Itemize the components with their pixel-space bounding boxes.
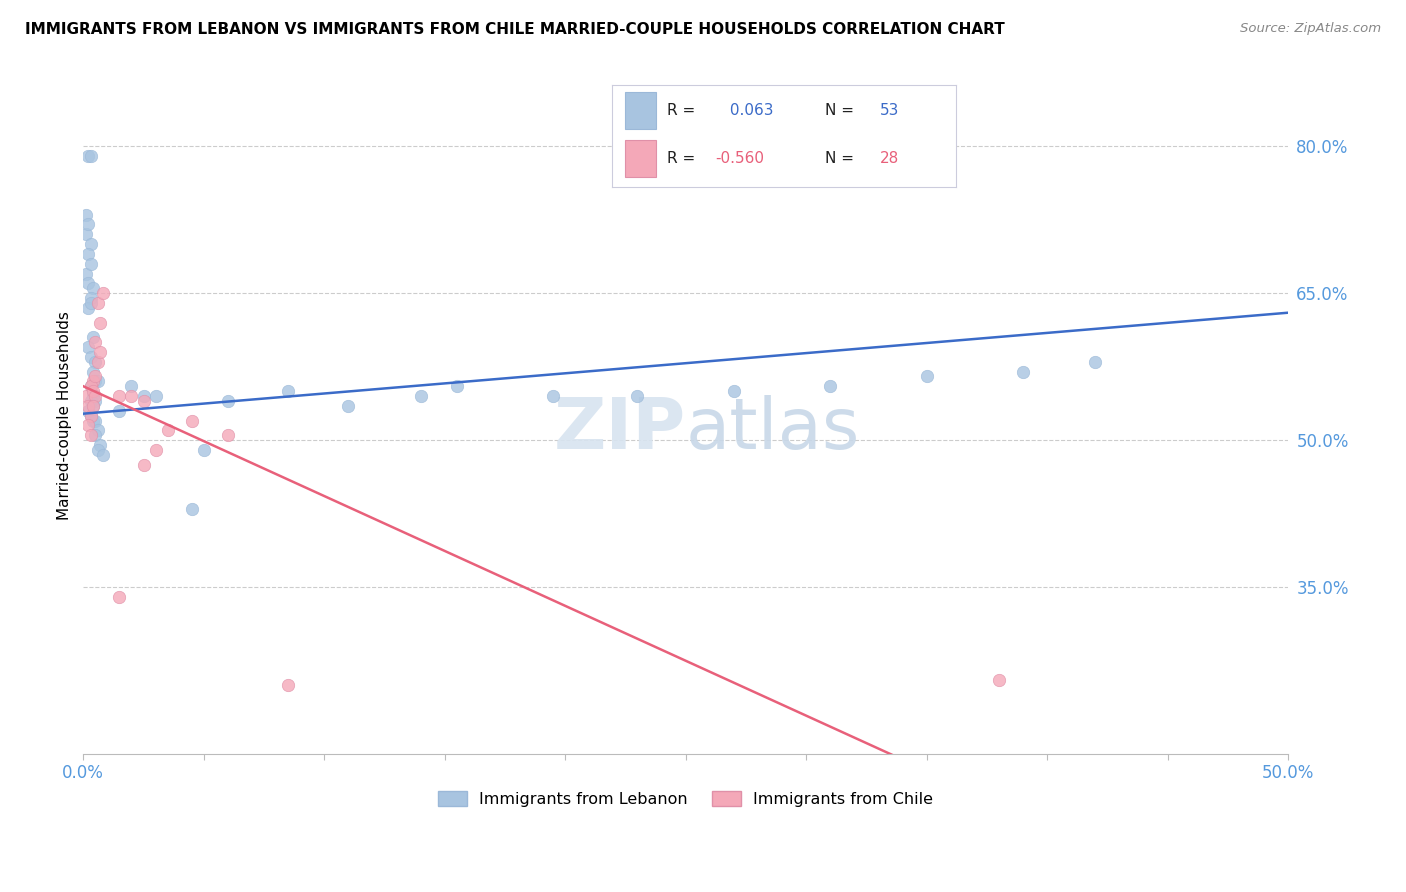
Point	[1084, 355, 1107, 369]
Point	[75, 267, 97, 281]
Point	[77, 301, 100, 315]
Point	[84, 355, 107, 369]
Point	[79, 149, 101, 163]
Point	[89, 316, 111, 330]
Text: R =: R =	[666, 103, 700, 118]
Point	[987, 673, 1010, 688]
Point	[108, 590, 131, 604]
Text: 28: 28	[880, 151, 900, 166]
Point	[79, 257, 101, 271]
Point	[77, 247, 100, 261]
Point	[79, 428, 101, 442]
Point	[217, 393, 239, 408]
Point	[77, 418, 100, 433]
Point	[108, 389, 131, 403]
Y-axis label: Married-couple Households: Married-couple Households	[58, 311, 72, 520]
Text: R =: R =	[666, 151, 700, 166]
Point	[84, 369, 107, 384]
Point	[87, 355, 110, 369]
Point	[337, 399, 360, 413]
Point	[82, 384, 104, 399]
Text: N =: N =	[825, 103, 859, 118]
Point	[77, 149, 100, 163]
Point	[89, 438, 111, 452]
Bar	[626, 92, 657, 128]
Point	[82, 281, 104, 295]
Point	[145, 442, 167, 457]
Text: ZIP: ZIP	[554, 394, 686, 464]
Point	[82, 330, 104, 344]
Point	[82, 399, 104, 413]
Point	[79, 296, 101, 310]
Point	[132, 393, 155, 408]
Point	[79, 409, 101, 423]
Point	[77, 277, 100, 291]
Point	[89, 345, 111, 359]
Point	[75, 208, 97, 222]
Point	[84, 389, 107, 403]
Legend: Immigrants from Lebanon, Immigrants from Chile: Immigrants from Lebanon, Immigrants from…	[432, 785, 939, 814]
Point	[915, 369, 938, 384]
Point	[541, 389, 564, 403]
Point	[723, 384, 745, 399]
Point	[82, 413, 104, 427]
Text: 53: 53	[880, 103, 900, 118]
Point	[87, 296, 110, 310]
Point	[84, 335, 107, 350]
Bar	[626, 140, 657, 177]
Point	[82, 375, 104, 389]
Point	[79, 393, 101, 408]
Point	[277, 678, 299, 692]
Text: N =: N =	[825, 151, 859, 166]
Point	[180, 501, 202, 516]
Point	[84, 428, 107, 442]
Point	[121, 389, 143, 403]
Point	[84, 393, 107, 408]
Point	[77, 340, 100, 354]
Point	[145, 389, 167, 403]
Point	[87, 423, 110, 437]
Point	[77, 403, 100, 417]
Point	[132, 458, 155, 472]
Text: Source: ZipAtlas.com: Source: ZipAtlas.com	[1240, 22, 1381, 36]
Point	[626, 389, 648, 403]
Text: -0.560: -0.560	[716, 151, 763, 166]
Point	[84, 375, 107, 389]
Point	[91, 286, 114, 301]
Text: 0.063: 0.063	[725, 103, 773, 118]
Point	[132, 389, 155, 403]
Point	[217, 428, 239, 442]
Point	[77, 399, 100, 413]
Point	[156, 423, 179, 437]
Point	[1012, 365, 1035, 379]
Point	[409, 389, 432, 403]
Text: atlas: atlas	[686, 394, 860, 464]
Point	[91, 448, 114, 462]
Point	[79, 379, 101, 393]
Point	[87, 442, 110, 457]
Point	[79, 379, 101, 393]
Point	[75, 389, 97, 403]
Point	[79, 237, 101, 252]
Point	[193, 442, 215, 457]
Point	[277, 384, 299, 399]
Point	[180, 413, 202, 427]
Point	[82, 399, 104, 413]
Point	[79, 409, 101, 423]
Point	[77, 218, 100, 232]
Point	[79, 350, 101, 364]
Text: IMMIGRANTS FROM LEBANON VS IMMIGRANTS FROM CHILE MARRIED-COUPLE HOUSEHOLDS CORRE: IMMIGRANTS FROM LEBANON VS IMMIGRANTS FR…	[25, 22, 1005, 37]
Point	[75, 227, 97, 242]
Point	[82, 365, 104, 379]
Point	[121, 379, 143, 393]
Point	[84, 413, 107, 427]
Point	[87, 375, 110, 389]
Point	[79, 291, 101, 305]
Point	[818, 379, 841, 393]
Point	[446, 379, 468, 393]
Point	[108, 403, 131, 417]
Point	[82, 389, 104, 403]
